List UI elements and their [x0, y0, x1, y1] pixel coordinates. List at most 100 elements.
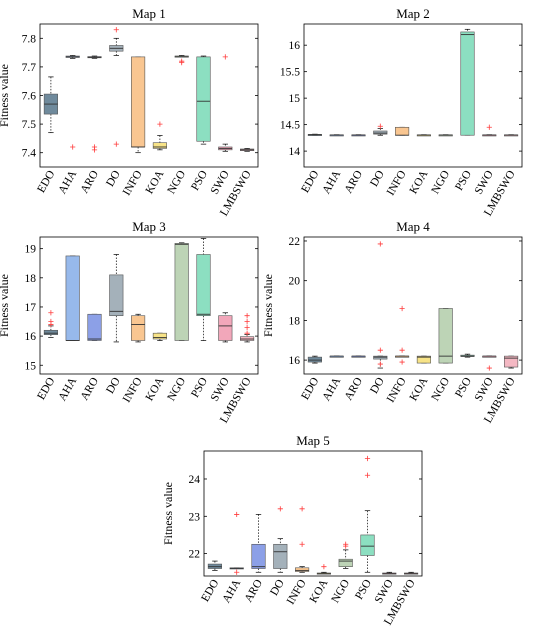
box-iqr [196, 254, 211, 317]
outlier-marker [244, 330, 250, 336]
x-tick-label: EDO [299, 376, 321, 402]
y-axis-label: Fitness value [161, 482, 175, 545]
box-aha [329, 355, 344, 358]
x-tick-label: NGO [429, 376, 452, 404]
outlier-marker [399, 305, 405, 312]
chart-title: Map 1 [132, 6, 166, 21]
x-tick-label: ARO [79, 376, 102, 403]
outlier-marker [343, 541, 349, 547]
box-koa [316, 564, 331, 575]
box-aha [229, 511, 244, 575]
box-pso [196, 55, 211, 145]
x-tick-label: NGO [429, 169, 452, 197]
x-tick-label: AHA [320, 168, 343, 196]
outlier-marker [234, 511, 240, 518]
y-tick-label: 17 [25, 302, 37, 314]
box-aro [251, 514, 266, 573]
y-tick-label: 22 [189, 549, 201, 561]
y-tick-label: 19 [25, 244, 37, 256]
outlier-marker [364, 455, 371, 462]
box-iqr [131, 56, 146, 148]
box-iqr [152, 332, 167, 340]
box-koa [152, 332, 167, 341]
box-edo [307, 355, 322, 364]
y-tick-label: 15 [289, 93, 301, 105]
box-do [373, 241, 388, 369]
x-tick-label: AHA [220, 577, 243, 605]
box-info [295, 506, 310, 573]
box-swo [382, 571, 397, 575]
x-tick-label: INFO [121, 169, 145, 198]
box-info [131, 313, 146, 343]
x-tick-label: ARO [243, 578, 266, 605]
box-pso [196, 238, 211, 341]
box-iqr [196, 56, 211, 142]
box-ngo [174, 242, 189, 341]
x-tick-label: INFO [121, 376, 145, 405]
box-swo [482, 124, 497, 137]
x-tick-label: EDO [299, 169, 321, 195]
box-aro [351, 134, 366, 137]
x-tick-label: ARO [343, 376, 366, 403]
x-tick-label: AHA [56, 375, 79, 403]
box-iqr [373, 355, 388, 360]
outlier-marker [70, 144, 76, 150]
x-tick-label: PSO [189, 376, 210, 400]
box-pso [460, 28, 475, 136]
x-tick-label: PSO [353, 578, 374, 602]
y-tick-label: 7.6 [22, 91, 37, 103]
box-pso [460, 353, 475, 358]
box-iqr [109, 274, 124, 317]
x-tick-label: NGO [165, 376, 188, 404]
box-ngo [338, 541, 353, 569]
y-tick-label: 22 [289, 236, 301, 248]
box-edo [43, 76, 58, 134]
outlier-marker [299, 541, 305, 547]
x-tick-label: EDO [35, 169, 57, 195]
box-ngo [438, 134, 453, 137]
box-iqr [360, 534, 375, 556]
box-iqr [460, 31, 475, 136]
outlier-marker [244, 313, 250, 319]
box-aha [65, 255, 80, 341]
box-aha [65, 55, 80, 150]
x-tick-label: PSO [453, 376, 474, 400]
box-iqr [307, 356, 322, 363]
outlier-marker [377, 123, 383, 129]
x-tick-label: KOA [144, 168, 167, 196]
outlier-marker [244, 324, 250, 330]
outlier-marker [486, 365, 492, 371]
plot-area-frame [303, 23, 523, 168]
box-aro [87, 313, 102, 341]
box-aha [329, 134, 344, 137]
box-edo [307, 133, 322, 136]
box-ngo [438, 308, 453, 364]
outlier-marker [48, 321, 54, 328]
box-iqr [65, 255, 80, 341]
x-tick-label: KOA [408, 168, 431, 196]
outlier-marker [377, 347, 383, 353]
y-tick-label: 15.5 [280, 67, 300, 79]
box-lmbswo [504, 134, 519, 137]
box-edo [43, 310, 58, 338]
box-iqr [504, 355, 519, 368]
box-iqr [395, 126, 410, 136]
box-do [273, 506, 288, 573]
box-pso [360, 455, 375, 573]
outlier-marker [377, 361, 383, 367]
box-info [395, 126, 410, 136]
y-tick-label: 14.5 [280, 120, 300, 132]
x-tick-label: DO [104, 376, 123, 396]
y-tick-label: 23 [189, 511, 201, 523]
x-tick-label: NGO [165, 169, 188, 197]
box-koa [152, 121, 167, 151]
outlier-marker [486, 124, 492, 130]
box-iqr [251, 543, 266, 569]
x-tick-label: AHA [320, 375, 343, 403]
outlier-marker [113, 27, 119, 33]
box-lmbswo [404, 571, 419, 575]
x-tick-label: PSO [189, 169, 210, 193]
y-tick-label: 16 [289, 355, 301, 367]
